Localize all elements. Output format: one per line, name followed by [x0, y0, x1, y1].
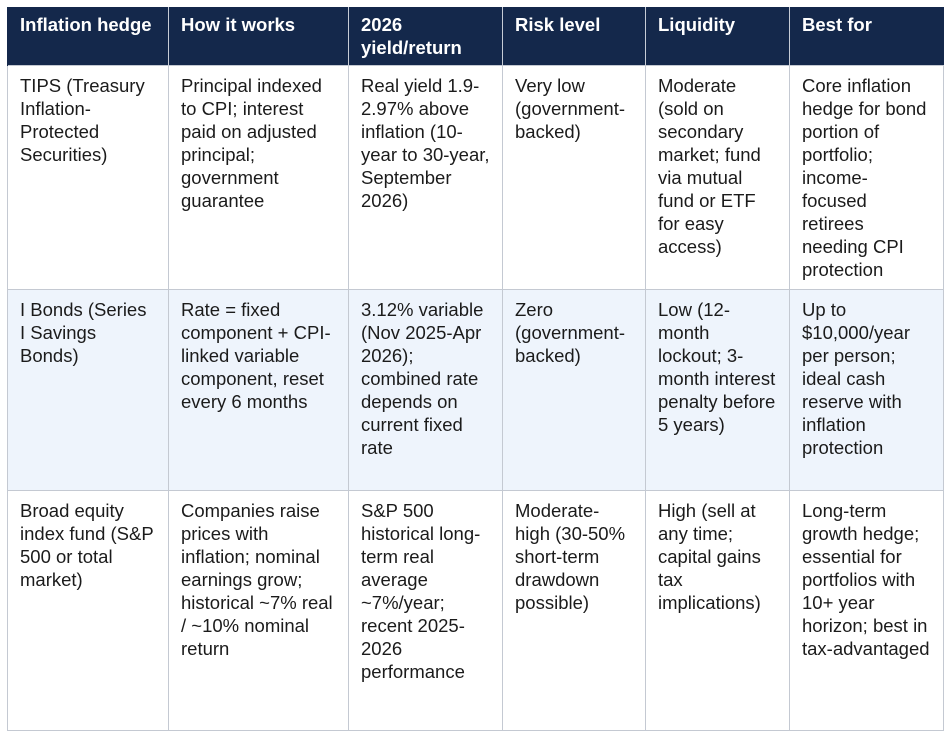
cell-risk: Zero (government-backed): [502, 289, 646, 491]
header-inflation-hedge: Inflation hedge: [7, 7, 169, 66]
cell-liquidity: Low (12-month lockout; 3-month interest …: [645, 289, 790, 491]
cell-liquidity: Moderate (sold on secondary market; fund…: [645, 65, 790, 290]
header-row: Inflation hedge How it works 2026 yield/…: [7, 7, 944, 66]
header-yield-return: 2026 yield/return: [348, 7, 503, 66]
header-risk-level: Risk level: [502, 7, 646, 66]
cell-yield: 3.12% variable (Nov 2025-Apr 2026); comb…: [348, 289, 503, 491]
comparison-table-container: Inflation hedge How it works 2026 yield/…: [7, 7, 944, 731]
header-best-for: Best for: [789, 7, 944, 66]
cell-best: Core inflation hedge for bond portion of…: [789, 65, 944, 290]
cell-hedge: Broad equity index fund (S&P 500 or tota…: [7, 490, 169, 731]
cell-best: Long-term growth hedge; essential for po…: [789, 490, 944, 731]
cell-risk: Moderate-high (30-50% short-term drawdow…: [502, 490, 646, 731]
cell-how: Rate = fixed component + CPI-linked vari…: [168, 289, 349, 491]
cell-how: Companies raise prices with inflation; n…: [168, 490, 349, 731]
cell-risk: Very low (government-backed): [502, 65, 646, 290]
cell-hedge: I Bonds (Series I Savings Bonds): [7, 289, 169, 491]
inflation-hedge-table: Inflation hedge How it works 2026 yield/…: [7, 7, 944, 731]
header-how-it-works: How it works: [168, 7, 349, 66]
table-row-tips: TIPS (Treasury Inflation-Protected Secur…: [7, 65, 944, 290]
table-row-i-bonds: I Bonds (Series I Savings Bonds) Rate = …: [7, 289, 944, 491]
cell-yield: Real yield 1.9-2.97% above inflation (10…: [348, 65, 503, 290]
cell-best: Up to $10,000/year per person; ideal cas…: [789, 289, 944, 491]
cell-how: Principal indexed to CPI; interest paid …: [168, 65, 349, 290]
cell-liquidity: High (sell at any time; capital gains ta…: [645, 490, 790, 731]
table-row-equity-index: Broad equity index fund (S&P 500 or tota…: [7, 490, 944, 731]
cell-hedge: TIPS (Treasury Inflation-Protected Secur…: [7, 65, 169, 290]
header-liquidity: Liquidity: [645, 7, 790, 66]
cell-yield: S&P 500 historical long-term real averag…: [348, 490, 503, 731]
